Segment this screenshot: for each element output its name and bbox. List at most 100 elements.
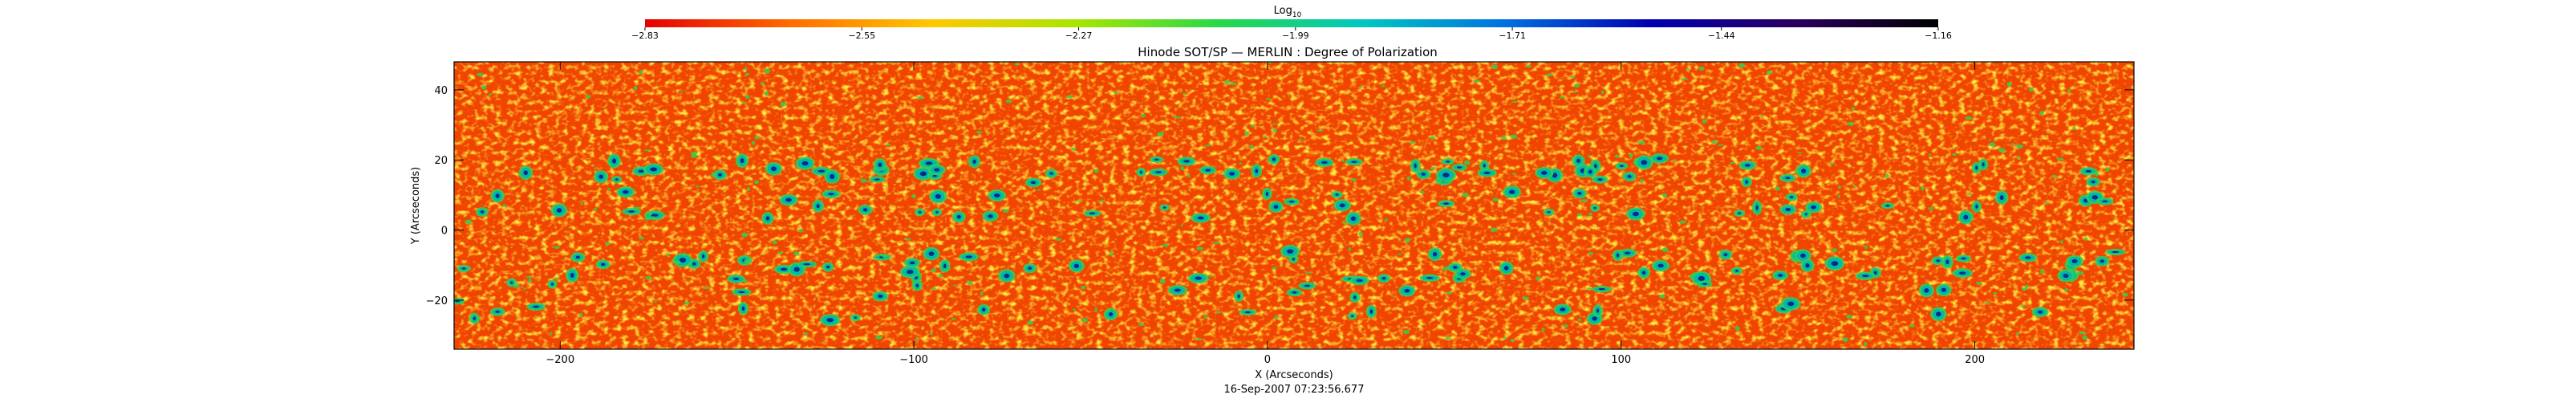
x-axis: −200 −100 0 100 200: [546, 62, 1985, 366]
feature-speck: [2052, 174, 2058, 177]
feature-speck: [1141, 114, 1146, 118]
feature-speck: [906, 238, 911, 241]
feature-speck: [2122, 292, 2128, 297]
feature-core: [1265, 191, 1268, 196]
feature-speck: [760, 81, 765, 85]
feature-core: [495, 193, 500, 198]
feature-core: [461, 267, 466, 270]
feature-speck: [1073, 308, 1076, 311]
feature-speck: [747, 186, 751, 192]
feature-speck: [525, 276, 533, 279]
feature-core: [1961, 257, 1966, 260]
feature-speck: [1510, 193, 1515, 197]
feature-core: [1195, 276, 1203, 280]
feature-core: [1755, 205, 1759, 210]
feature-speck: [1526, 65, 1531, 68]
feature-speck: [1114, 91, 1118, 94]
feature-speck: [2084, 237, 2088, 242]
feature-speck: [1159, 279, 1166, 284]
feature-speck: [1406, 176, 1411, 181]
feature-speck: [2076, 271, 2084, 275]
feature-core: [909, 261, 915, 265]
plot-frame: [453, 61, 2135, 350]
feature-core: [1804, 213, 1807, 216]
feature-speck: [703, 287, 710, 290]
feature-speck: [1510, 339, 1515, 343]
feature-core: [1335, 193, 1339, 196]
feature-core: [1576, 158, 1580, 163]
feature-speck: [1884, 174, 1889, 178]
feature-core: [1975, 165, 1978, 170]
feature-speck: [1563, 324, 1568, 328]
feature-speck: [1207, 275, 1215, 278]
feature-core: [826, 318, 834, 323]
feature-speck: [1419, 190, 1425, 193]
feature-speck: [1698, 286, 1705, 288]
feature-speck: [1462, 192, 1469, 197]
feature-speck: [1755, 145, 1763, 150]
feature-core: [2112, 250, 2120, 254]
feature-speck: [1081, 286, 1086, 290]
feature-speck: [502, 204, 507, 207]
feature-speck: [1397, 253, 1402, 255]
feature-speck: [1404, 238, 1411, 242]
feature-speck: [2064, 288, 2069, 291]
feature-core: [612, 158, 617, 164]
feature-core: [1785, 177, 1791, 180]
feature-speck: [1830, 162, 1834, 166]
feature-speck: [1214, 242, 1220, 245]
x-axis-label: X (Arcseconds): [1255, 369, 1333, 381]
feature-speck: [647, 213, 652, 216]
feature-core: [1885, 204, 1890, 207]
feature-speck: [690, 151, 698, 155]
feature-speck: [633, 86, 638, 91]
feature-core: [1735, 270, 1738, 272]
colorbar-tick-label: −2.83: [631, 31, 659, 41]
feature-core: [919, 171, 927, 177]
timestamp-footer: 16-Sep-2007 07:23:56.677: [1224, 384, 1365, 396]
feature-speck: [2105, 167, 2110, 173]
feature-core: [575, 255, 581, 259]
feature-speck: [938, 274, 943, 278]
feature-speck: [606, 188, 611, 191]
feature-core: [1936, 311, 1941, 317]
feature-speck: [1863, 341, 1868, 347]
feature-core: [741, 306, 745, 311]
feature-core: [803, 262, 810, 266]
feature-core: [556, 208, 562, 214]
feature-core: [878, 162, 882, 167]
feature-speck: [1718, 144, 1722, 146]
feature-core: [1873, 271, 1877, 275]
feature-core: [1616, 253, 1620, 258]
feature-core: [956, 214, 961, 219]
y-axis-label: Y (Arcseconds): [410, 167, 422, 245]
feature-speck: [586, 94, 591, 99]
feature-speck: [1066, 95, 1073, 99]
feature-speck: [743, 279, 748, 283]
feature-speck: [1244, 131, 1249, 136]
feature-speck: [1572, 91, 1577, 94]
feature-speck: [488, 93, 492, 96]
feature-speck: [754, 136, 760, 140]
feature-core: [816, 204, 820, 209]
feature-speck: [645, 275, 651, 280]
feature-speck: [1106, 309, 1110, 312]
feature-core: [965, 255, 972, 258]
feature-speck: [1511, 100, 1518, 104]
feature-speck: [2056, 157, 2064, 161]
feature-speck: [679, 90, 684, 92]
feature-speck: [1138, 323, 1144, 327]
y-tick-label: −20: [426, 295, 448, 307]
feature-core: [1004, 273, 1010, 279]
feature-speck: [1661, 247, 1669, 253]
feature-core: [473, 316, 477, 320]
feature-speck: [639, 69, 643, 75]
feature-core: [1745, 180, 1748, 184]
feature-core: [793, 267, 800, 272]
feature-core: [1597, 178, 1603, 181]
feature-core: [1155, 171, 1162, 173]
feature-speck: [695, 185, 700, 188]
feature-speck: [1847, 121, 1855, 126]
feature-core: [1255, 169, 1259, 173]
feature-core: [771, 166, 777, 172]
